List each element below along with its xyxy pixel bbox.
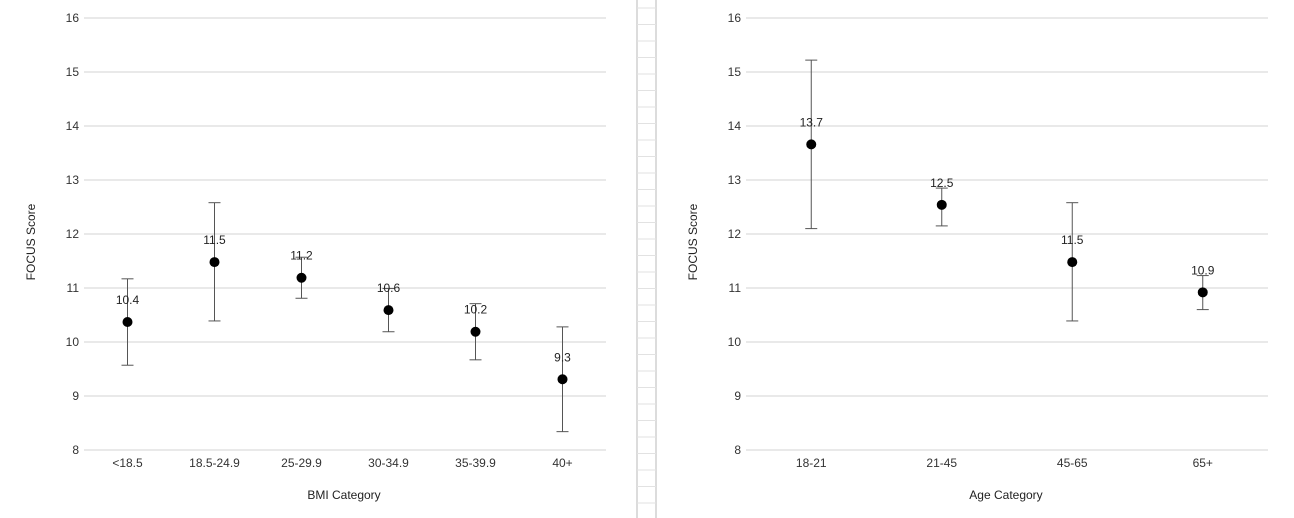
y-tick-label: 14	[66, 119, 80, 133]
y-tick-labels: 8 9 10 11 12 13 14 15 16	[728, 11, 742, 457]
age-chart: 8 9 10 11 12 13 14 15 16 18-21 21-45 45-65 65+ 13.7…	[686, 11, 1268, 502]
x-tick-label: 25-29.9	[281, 456, 322, 470]
data-points	[806, 139, 1208, 298]
data-point	[383, 305, 394, 316]
x-axis-title: Age Category	[969, 488, 1042, 502]
y-tick-label: 8	[72, 443, 79, 457]
data-label: 10.9	[1191, 263, 1215, 277]
x-tick-label: 45-65	[1057, 456, 1088, 470]
y-tick-label: 13	[66, 173, 80, 187]
x-tick-label: 21-45	[926, 456, 957, 470]
data-labels: 10.4 11.5 11.2 10.6 10.2 9.3	[116, 233, 571, 364]
data-point	[1197, 287, 1208, 298]
y-tick-label: 13	[728, 173, 742, 187]
gridlines	[84, 17, 606, 451]
y-tick-label: 9	[734, 389, 741, 403]
data-label: 10.2	[464, 303, 488, 317]
y-tick-label: 14	[728, 119, 742, 133]
x-tick-label: 30-34.9	[368, 456, 409, 470]
y-axis-title: FOCUS Score	[686, 203, 700, 280]
y-tick-label: 9	[72, 389, 79, 403]
y-tick-labels: 8 9 10 11 12 13 14 15 16	[66, 11, 80, 457]
x-tick-label: 65+	[1193, 456, 1213, 470]
data-label: 12.5	[930, 176, 954, 190]
data-label: 13.7	[800, 115, 824, 129]
data-point	[936, 199, 947, 210]
y-tick-label: 10	[66, 335, 80, 349]
x-tick-labels: 18-21 21-45 45-65 65+	[796, 456, 1213, 470]
data-label: 11.2	[290, 249, 313, 263]
gridlines	[746, 17, 1268, 451]
x-tick-label: 35-39.9	[455, 456, 496, 470]
error-bars	[121, 202, 569, 433]
bmi-chart: 8 9 10 11 12 13 14 15 16 <18.5 18.5-24.9 25-29.9 30…	[24, 11, 606, 502]
panel-separator	[636, 0, 657, 518]
y-tick-label: 8	[734, 443, 741, 457]
data-point	[209, 257, 220, 268]
data-point	[806, 139, 817, 150]
data-point	[122, 317, 133, 328]
data-label: 10.4	[116, 293, 140, 307]
data-label: 11.5	[203, 233, 226, 247]
data-point	[1067, 257, 1078, 268]
y-axis-title: FOCUS Score	[24, 203, 38, 280]
data-labels: 13.7 12.5 11.5 10.9	[800, 115, 1215, 277]
x-tick-label: <18.5	[112, 456, 143, 470]
y-tick-label: 11	[729, 281, 742, 295]
y-tick-label: 10	[728, 335, 742, 349]
x-tick-label: 18.5-24.9	[189, 456, 240, 470]
data-label: 10.6	[377, 281, 401, 295]
y-tick-label: 12	[728, 227, 742, 241]
x-tick-labels: <18.5 18.5-24.9 25-29.9 30-34.9 35-39.9 40+	[112, 456, 572, 470]
data-point	[296, 272, 307, 283]
y-tick-label: 12	[66, 227, 80, 241]
x-tick-label: 18-21	[796, 456, 827, 470]
data-point	[470, 326, 481, 337]
data-point	[557, 374, 568, 385]
y-tick-label: 15	[728, 65, 742, 79]
error-bars	[805, 59, 1209, 322]
y-tick-label: 15	[66, 65, 80, 79]
data-label: 11.5	[1061, 233, 1084, 247]
x-axis-title: BMI Category	[307, 488, 380, 502]
y-tick-label: 16	[66, 11, 80, 25]
data-label: 9.3	[554, 350, 571, 364]
y-tick-label: 16	[728, 11, 742, 25]
data-points	[122, 257, 568, 385]
y-tick-label: 11	[67, 281, 80, 295]
x-tick-label: 40+	[552, 456, 572, 470]
